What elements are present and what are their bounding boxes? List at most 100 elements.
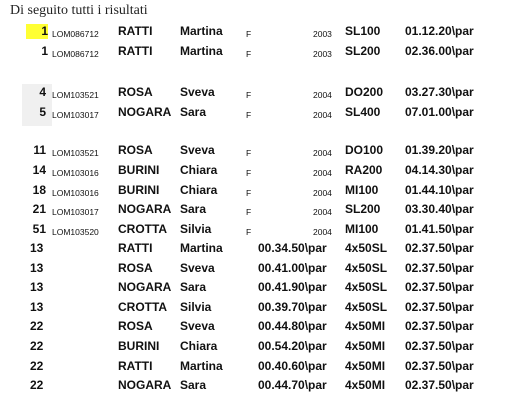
place: 21 — [32, 202, 46, 217]
split: 00.39.70\par — [258, 299, 327, 314]
surname: ROSA — [118, 319, 153, 334]
surname: RATTI — [118, 43, 153, 58]
split: 00.44.70\par — [258, 378, 327, 393]
event: 4x50MI — [345, 319, 386, 334]
time: 03.30.40\par — [405, 202, 474, 217]
time: 02.37.50\par — [405, 241, 474, 255]
event: 4x50MI — [345, 358, 386, 373]
event: 4x50SL — [345, 299, 388, 314]
code: LOM086712 — [52, 29, 99, 39]
place: 13 — [30, 280, 44, 295]
sex: F — [246, 109, 252, 120]
event: MI100 — [345, 222, 379, 237]
name: Sveva — [180, 260, 215, 275]
code: LOM103016 — [52, 167, 99, 178]
code: LOM103016 — [52, 187, 99, 198]
place: 13 — [30, 241, 44, 255]
year: 2003 — [313, 29, 332, 39]
time: 01.39.20\par — [405, 143, 474, 157]
event: SL400 — [345, 104, 381, 119]
place: 13 — [30, 299, 44, 314]
event: SL200 — [345, 43, 381, 58]
code: LOM103520 — [52, 227, 99, 238]
time: 04.14.30\par — [405, 162, 474, 177]
surname: ROSA — [118, 260, 153, 275]
time: 02.37.50\par — [405, 319, 474, 334]
year: 2003 — [313, 48, 332, 59]
place: 14 — [32, 162, 46, 177]
time: 02.37.50\par — [405, 378, 474, 393]
event: DO200 — [345, 85, 384, 99]
name: Chiara — [180, 182, 218, 197]
time: 02.37.50\par — [405, 339, 474, 353]
surname: RATTI — [118, 24, 153, 38]
name: Martina — [180, 24, 223, 38]
surname: CROTTA — [118, 222, 168, 237]
time: 01.41.50\par — [405, 222, 474, 237]
place: 22 — [30, 358, 44, 373]
split: 00.41.00\par — [258, 260, 327, 275]
time: 01.44.10\par — [405, 182, 474, 197]
title: Di seguito tutti i risultati — [10, 3, 148, 18]
surname: NOGARA — [118, 378, 172, 393]
name: Martina — [180, 43, 223, 58]
split: 00.41.90\par — [258, 280, 327, 295]
code: LOM086712 — [52, 48, 99, 59]
surname: BURINI — [118, 162, 160, 177]
name: Martina — [180, 358, 223, 373]
name: Sara — [180, 378, 207, 393]
time: 02.37.50\par — [405, 299, 474, 314]
surname: NOGARA — [118, 202, 172, 217]
event: SL200 — [345, 202, 381, 217]
time: 02.36.00\par — [405, 43, 474, 58]
time: 02.37.50\par — [405, 280, 474, 295]
sex: F — [246, 187, 252, 198]
name: Silvia — [180, 222, 212, 237]
sex: F — [246, 90, 252, 100]
place: 13 — [30, 260, 44, 275]
split: 00.44.80\par — [258, 319, 327, 334]
name: Sara — [180, 104, 207, 119]
split: 00.34.50\par — [258, 241, 327, 255]
sex: F — [246, 48, 252, 59]
sex: F — [246, 227, 252, 238]
time: 02.37.50\par — [405, 260, 474, 275]
surname: ROSA — [118, 85, 153, 99]
event: RA200 — [345, 162, 383, 177]
place: 18 — [32, 182, 46, 197]
split: 00.40.60\par — [258, 358, 327, 373]
event: MI100 — [345, 182, 379, 197]
sex: F — [246, 167, 252, 178]
sex: F — [246, 148, 252, 158]
time: 07.01.00\par — [405, 104, 474, 119]
code: LOM103521 — [52, 90, 99, 100]
name: Chiara — [180, 339, 218, 353]
time: 03.27.30\par — [405, 85, 474, 99]
year: 2004 — [313, 227, 332, 238]
place: 51 — [32, 222, 46, 237]
surname: BURINI — [118, 339, 160, 353]
year: 2004 — [313, 90, 332, 100]
place: 1 — [26, 24, 48, 39]
surname: NOGARA — [118, 280, 172, 295]
name: Sveva — [180, 85, 215, 99]
sex: F — [246, 207, 252, 218]
surname: NOGARA — [118, 104, 172, 119]
event: 4x50SL — [345, 260, 388, 275]
name: Silvia — [180, 299, 212, 314]
place: 5 — [39, 104, 46, 119]
surname: RATTI — [118, 241, 153, 255]
place: 4 — [39, 85, 46, 99]
name: Sara — [180, 280, 207, 295]
code: LOM103521 — [52, 148, 99, 158]
name: Martina — [180, 241, 223, 255]
name: Sara — [180, 202, 207, 217]
time: 02.37.50\par — [405, 358, 474, 373]
surname: RATTI — [118, 358, 153, 373]
surname: ROSA — [118, 143, 153, 157]
split: 00.54.20\par — [258, 339, 327, 353]
sex: F — [246, 29, 252, 39]
year: 2004 — [313, 148, 332, 158]
event: 4x50SL — [345, 241, 388, 255]
